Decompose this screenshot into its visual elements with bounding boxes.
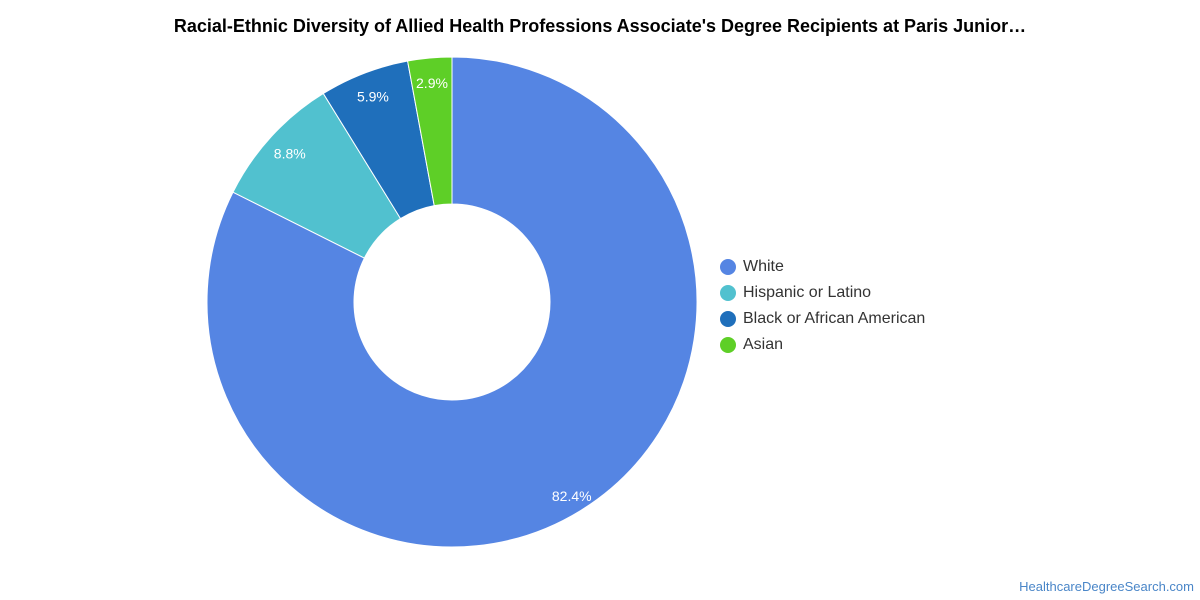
- legend-item-asian[interactable]: Asian: [720, 332, 925, 358]
- legend-item-hispanic-or-latino[interactable]: Hispanic or Latino: [720, 280, 925, 306]
- slice-label-black-or-african-american: 5.9%: [357, 89, 389, 105]
- slice-asian[interactable]: [407, 56, 453, 207]
- legend-label: Hispanic or Latino: [743, 284, 872, 301]
- legend-label: White: [743, 258, 784, 275]
- legend-swatch-asian: [720, 337, 736, 353]
- slice-label-white: 82.4%: [552, 488, 592, 504]
- legend-item-white[interactable]: White: [720, 254, 925, 280]
- slice-white[interactable]: [206, 56, 698, 548]
- slice-label-hispanic-or-latino: 8.8%: [274, 145, 306, 161]
- slice-label-asian: 2.9%: [416, 75, 448, 91]
- legend-swatch-black-or-african-american: [720, 311, 736, 327]
- legend-label: Black or African American: [743, 310, 926, 327]
- legend-swatch-hispanic-or-latino: [720, 285, 736, 301]
- source-link[interactable]: HealthcareDegreeSearch.com: [1019, 579, 1194, 594]
- legend: White Hispanic or Latino Black or Africa…: [720, 254, 925, 358]
- legend-label: Asian: [743, 336, 784, 353]
- legend-swatch-white: [720, 259, 736, 275]
- legend-item-black-or-african-american[interactable]: Black or African American: [720, 306, 925, 332]
- chart-title: Racial-Ethnic Diversity of Allied Health…: [173, 16, 1027, 36]
